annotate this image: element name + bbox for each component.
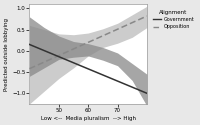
Legend: Government, Opposition: Government, Opposition bbox=[152, 9, 195, 30]
X-axis label: Low <--  Media pluralism  --> High: Low <-- Media pluralism --> High bbox=[41, 116, 136, 121]
Y-axis label: Predicted outside lobbying: Predicted outside lobbying bbox=[4, 18, 9, 90]
